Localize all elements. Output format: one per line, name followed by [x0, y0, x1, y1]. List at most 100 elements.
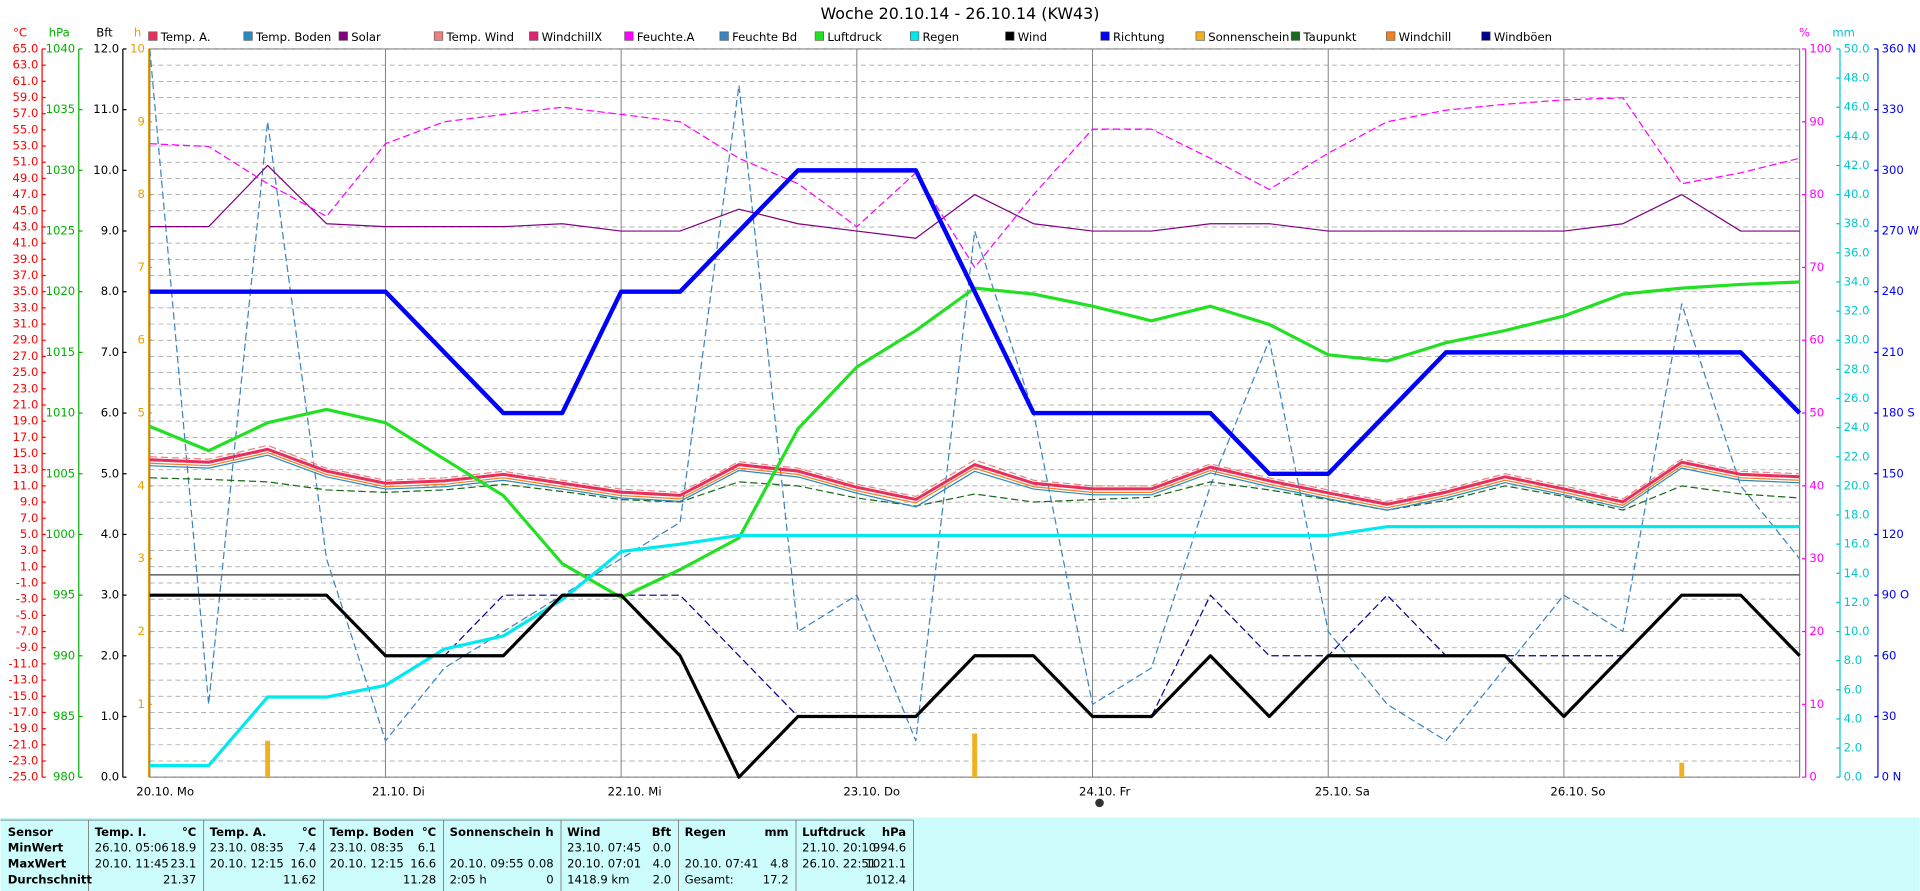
y-tick-label: 5.0 — [20, 527, 38, 541]
y-tick-label: 24.0 — [1844, 420, 1870, 434]
y-tick-label: 80 — [1809, 187, 1824, 201]
y-tick-label: 1000 — [46, 527, 76, 541]
y-tick-label: 31.0 — [13, 317, 39, 331]
y-tick-label: 4 — [137, 478, 144, 492]
y-tick-label: 4.0 — [101, 527, 119, 541]
y-tick-label: 37.0 — [13, 268, 39, 282]
y-tick-label: 42.0 — [1844, 158, 1870, 172]
y-tick-label: 29.0 — [13, 333, 39, 347]
y-tick-label: -9.0 — [16, 640, 39, 654]
series-line — [149, 452, 1800, 509]
table-cell-text: 23.10. 08:35 — [210, 841, 284, 855]
legend-swatch — [1386, 31, 1396, 41]
table-cell-value: 18.9 — [170, 841, 196, 855]
x-tick-label: 22.10. Mi — [608, 784, 662, 798]
y-tick-label: 7.0 — [20, 511, 38, 525]
y-tick-label: 995 — [53, 588, 75, 602]
table-cell-value: 7.4 — [298, 841, 316, 855]
table-cell-value: 17.2 — [763, 872, 789, 886]
y-tick-label: 33.0 — [13, 300, 39, 314]
y-tick-label: 2.0 — [101, 648, 119, 662]
series-line — [149, 444, 1800, 502]
table-header: Wind — [567, 825, 600, 839]
table-cell-text: 21.10. 20:10 — [802, 841, 876, 855]
y-tick-label: 38.0 — [1844, 216, 1870, 230]
y-tick-label: -11.0 — [8, 656, 38, 670]
table-header: Luftdruck — [802, 825, 865, 839]
y-tick-label: 1020 — [46, 284, 76, 298]
series-line — [149, 164, 1800, 239]
y-tick-label: 150 — [1882, 466, 1904, 480]
table-unit: Bft — [652, 825, 672, 839]
series-line — [149, 454, 1800, 511]
y-tick-label: -15.0 — [8, 689, 38, 703]
y-tick-label: 35.0 — [13, 284, 39, 298]
legend-label: Sonnenschein — [1208, 30, 1289, 44]
y-tick-label: 100 — [1809, 41, 1831, 55]
table-cell-value: 2.0 — [653, 872, 671, 886]
y-tick-label: 10.0 — [93, 163, 119, 177]
y-tick-label: 300 — [1882, 163, 1904, 177]
legend-label: Luftdruck — [827, 30, 882, 44]
moon-icon — [1095, 798, 1104, 808]
axis-unit: Bft — [96, 26, 113, 40]
table-header: Temp. A. — [210, 825, 267, 839]
y-tick-label: 57.0 — [13, 106, 39, 120]
y-tick-label: 120 — [1882, 527, 1904, 541]
y-tick-label: 55.0 — [13, 122, 39, 136]
legend-swatch — [1100, 31, 1110, 41]
table-cell-value: 1021.1 — [866, 857, 907, 871]
table-cell-value: 0.0 — [653, 841, 671, 855]
table-row-label: Durchschnitt — [8, 872, 93, 886]
stats-background — [0, 817, 1920, 891]
table-unit: mm — [764, 825, 788, 839]
chart-title: Woche 20.10.14 - 26.10.14 (KW43) — [820, 4, 1099, 23]
y-tick-label: 25.0 — [13, 365, 39, 379]
table-cell-value: 11.62 — [283, 872, 316, 886]
table-cell-value: 0.08 — [528, 857, 554, 871]
table-header: Sonnenschein — [450, 825, 541, 839]
y-tick-label: 1030 — [46, 163, 76, 177]
y-tick-label: 5.0 — [101, 466, 119, 480]
legend-label: Feuchte Bd — [732, 30, 797, 44]
table-cell-text: 2:05 h — [450, 872, 487, 886]
bar — [265, 740, 271, 778]
y-tick-label: 0 — [1809, 770, 1816, 784]
y-tick-label: 1040 — [46, 41, 76, 55]
y-tick-label: 12.0 — [1844, 595, 1870, 609]
legend-swatch — [1290, 31, 1301, 41]
table-cell-text: 20.10. 09:55 — [450, 857, 524, 871]
table-cell-text: 20.10. 07:01 — [567, 857, 641, 871]
series-line — [149, 97, 1800, 269]
y-tick-label: 9.0 — [20, 495, 38, 509]
y-tick-label: 990 — [53, 648, 75, 662]
series-line — [149, 448, 1800, 506]
y-tick-label: 4.0 — [1844, 711, 1862, 725]
table-row-label: MaxWert — [8, 857, 67, 871]
table-cell-text: 1418.9 km — [567, 872, 629, 886]
y-tick-label: 53.0 — [13, 139, 39, 153]
y-tick-label: 1005 — [46, 466, 76, 480]
y-tick-label: 45.0 — [13, 203, 39, 217]
axis-unit: h — [134, 26, 141, 40]
legend-swatch — [1005, 31, 1015, 41]
y-tick-label: 11.0 — [93, 102, 119, 116]
table-cell-value: 16.0 — [290, 857, 316, 871]
table-cell-value: 1012.4 — [866, 872, 907, 886]
y-tick-label: 39.0 — [13, 252, 39, 266]
y-tick-label: 40.0 — [1844, 187, 1870, 201]
y-tick-label: -5.0 — [16, 608, 39, 622]
y-tick-label: 180 S — [1882, 406, 1915, 420]
y-tick-label: 14.0 — [1844, 566, 1870, 580]
y-tick-label: -25.0 — [8, 770, 38, 784]
y-tick-label: 63.0 — [13, 58, 39, 72]
table-cell-text: 20.10. 12:15 — [330, 857, 404, 871]
plot-area — [149, 48, 1801, 778]
y-tick-label: 1025 — [46, 224, 76, 238]
table-cell-text: Gesamt: — [685, 872, 734, 886]
y-tick-label: 1015 — [46, 345, 76, 359]
y-tick-label: 210 — [1882, 345, 1904, 359]
axis-unit: % — [1799, 26, 1810, 40]
y-tick-label: 30 — [1809, 551, 1824, 565]
